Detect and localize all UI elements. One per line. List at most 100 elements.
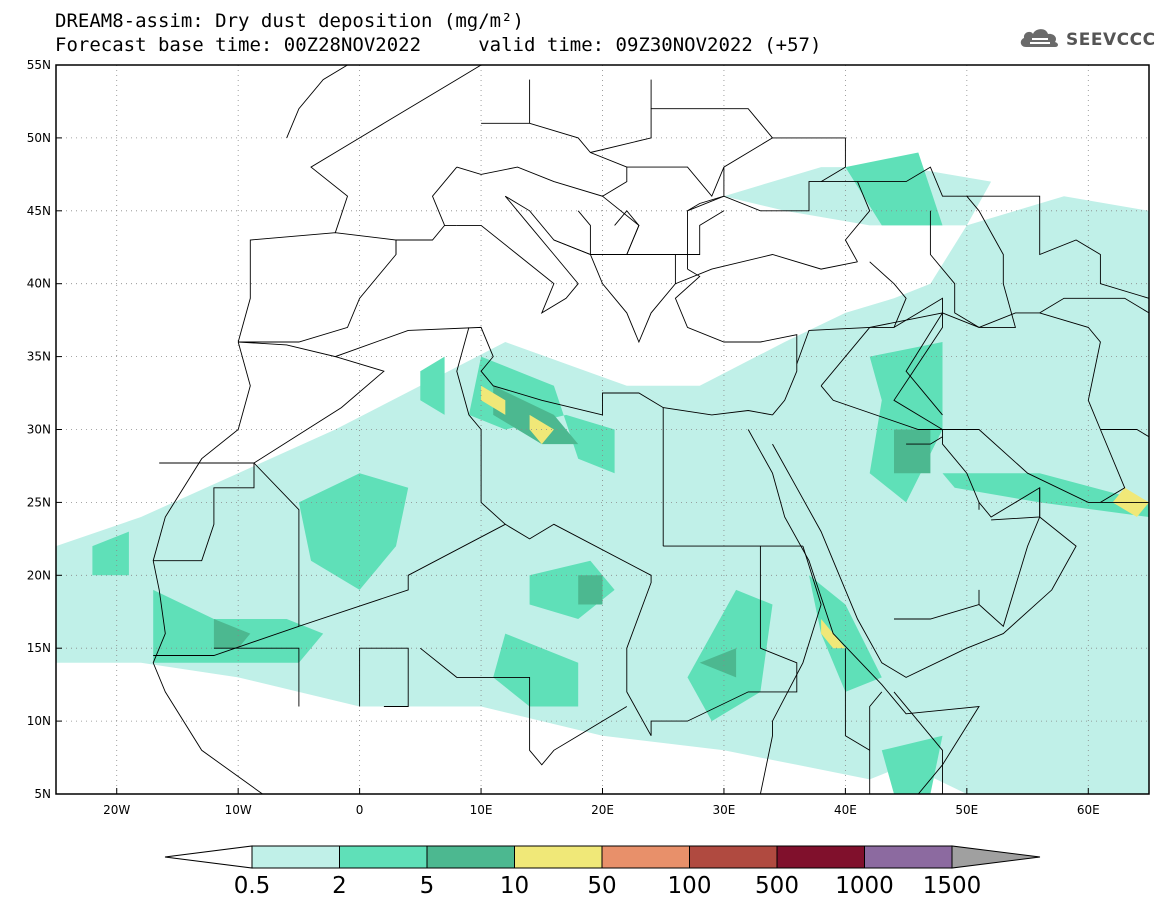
colorbar-segment	[689, 845, 778, 869]
border-line	[893, 297, 980, 328]
border-line	[772, 429, 1077, 678]
border-line	[553, 210, 591, 256]
x-tick-label: 20W	[103, 803, 130, 817]
border-line	[857, 166, 967, 197]
colorbar-segment	[426, 845, 515, 869]
border-line	[310, 65, 482, 233]
x-tick-label: 60E	[1077, 803, 1100, 817]
border-line	[626, 137, 773, 198]
deposition-region-level-1	[153, 589, 324, 663]
y-tick-label: 20N	[27, 568, 51, 582]
deposition-region-level-1	[809, 575, 882, 692]
border-line	[213, 647, 300, 707]
colorbar-label: 5	[420, 873, 435, 899]
border-line	[456, 122, 628, 197]
border-line	[238, 326, 773, 416]
border-line	[456, 327, 506, 525]
y-tick-label: 5N	[34, 787, 51, 801]
deposition-region-level-2	[578, 575, 603, 605]
y-tick-label: 15N	[27, 641, 51, 655]
border-line	[153, 625, 300, 656]
border-line	[674, 268, 798, 416]
border-line	[747, 429, 980, 794]
x-tick-label: 40E	[834, 803, 857, 817]
deposition-region-level-1	[92, 531, 129, 576]
border-line	[687, 181, 871, 270]
border-line	[869, 691, 883, 794]
colorbar-label: 10	[500, 873, 529, 899]
border-line	[286, 65, 348, 139]
deposition-region-level-3	[481, 385, 506, 415]
deposition-region-level-2	[699, 648, 737, 678]
border-line	[674, 210, 725, 284]
y-tick-label: 50N	[27, 131, 51, 145]
border-line	[590, 108, 846, 182]
deposition-region-level-1	[942, 473, 1149, 517]
border-line	[893, 691, 943, 794]
border-line	[1039, 297, 1149, 314]
border-line	[614, 210, 640, 255]
y-tick-label: 25N	[27, 495, 51, 509]
border-line	[820, 312, 945, 430]
border-line	[905, 312, 943, 416]
map-subtitle: Forecast base time: 00Z28NOV2022 valid t…	[55, 34, 822, 56]
colorbar-under-triangle	[164, 845, 253, 869]
colorbar-label: 1000	[835, 873, 894, 899]
border-line	[978, 312, 1126, 503]
x-tick-label: 50E	[955, 803, 978, 817]
border-line	[431, 166, 458, 226]
border-line	[966, 195, 1149, 299]
y-tick-label: 10N	[27, 714, 51, 728]
x-tick-label: 30E	[713, 803, 736, 817]
deposition-region-level-3	[821, 619, 846, 649]
colorbar: 0.5 2 5 10 50 100 500 1000 1500	[164, 845, 1041, 899]
border-line	[395, 225, 445, 255]
deposition-region-level-1	[845, 152, 943, 226]
border-line	[456, 195, 579, 314]
map-axes: 20W 10W 0 10E 20E 30E 40E 50E 60E 55N 50N 45N 40N 35N…	[27, 58, 1100, 817]
border-line	[152, 341, 263, 794]
x-tick-label: 20E	[591, 803, 614, 817]
border-line	[687, 167, 725, 212]
deposition-region-level-1	[420, 356, 445, 415]
colorbar-segment	[339, 845, 428, 869]
colorbar-over-triangle	[951, 845, 1041, 869]
x-tick-label: 10E	[470, 803, 493, 817]
colorbar-segment	[601, 845, 690, 869]
colorbar-label: 1500	[923, 873, 982, 899]
border-line	[359, 647, 409, 707]
seevccc-logo: SEEVCCC	[1018, 26, 1156, 54]
y-tick-label: 40N	[27, 277, 51, 291]
border-line	[894, 589, 980, 620]
colorbar-segment	[251, 845, 340, 869]
x-tick-label: 10W	[225, 803, 252, 817]
border-line	[420, 647, 628, 766]
cloud-icon	[1018, 25, 1062, 55]
border-line	[978, 516, 1041, 628]
colorbar-label: 500	[755, 873, 799, 899]
deposition-region-level-1	[493, 633, 579, 707]
border-line	[153, 462, 255, 562]
colorbar-label: 2	[332, 873, 347, 899]
coastlines-borders	[56, 65, 1149, 794]
colorbar-segment	[514, 845, 603, 869]
x-tick-label: 0	[356, 803, 364, 817]
deposition-region-level-2	[894, 429, 931, 474]
y-tick-label: 45N	[27, 204, 51, 218]
border-line	[942, 429, 1149, 503]
deposition-region-level-2	[213, 619, 251, 649]
border-line	[844, 648, 870, 751]
y-tick-label: 35N	[27, 350, 51, 364]
colorbar-label: 0.5	[234, 873, 271, 899]
border-line	[929, 195, 1016, 328]
border-line	[1100, 429, 1149, 438]
colorbar-segment	[864, 845, 953, 869]
y-tick-label: 55N	[27, 58, 51, 72]
deposition-region-level-1	[881, 735, 943, 794]
border-line	[650, 546, 798, 736]
logo-text: SEEVCCC	[1066, 30, 1156, 50]
colorbar-label: 100	[668, 873, 712, 899]
y-tick-label: 30N	[27, 423, 51, 437]
colorbar-segment	[776, 845, 865, 869]
